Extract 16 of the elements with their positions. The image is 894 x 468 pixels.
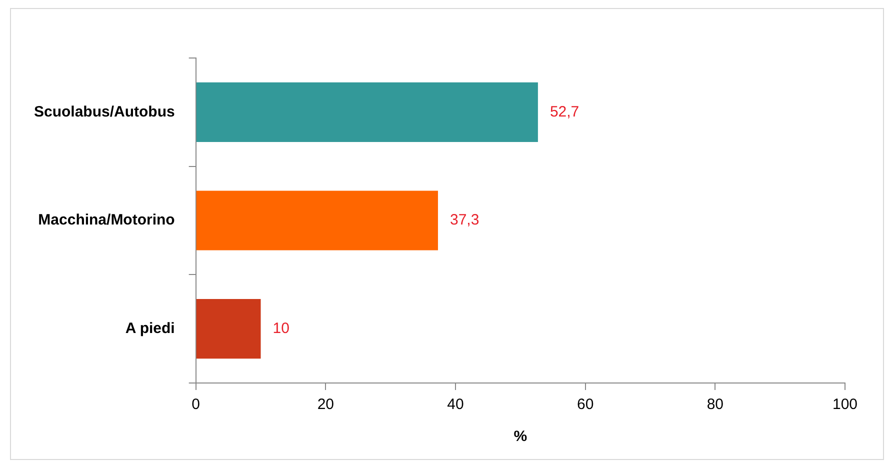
x-tick-label: 80 [706, 396, 724, 414]
x-tick-label: 20 [317, 396, 334, 414]
x-tick-label: 40 [447, 396, 464, 414]
x-tick-label: 0 [192, 396, 200, 414]
x-axis-title: % [514, 428, 528, 446]
x-tick-label: 100 [832, 396, 858, 414]
bar [196, 82, 538, 142]
bar [196, 190, 438, 250]
data-label: 37,3 [450, 212, 480, 229]
x-tick-label: 60 [576, 396, 594, 414]
y-tick-label: A piedi [125, 320, 175, 337]
y-tick-label: Scuolabus/Autobus [34, 103, 175, 120]
bar [196, 299, 261, 359]
data-label: 52,7 [550, 103, 580, 120]
data-label: 10 [272, 320, 290, 337]
y-tick-label: Macchina/Motorino [38, 212, 175, 229]
